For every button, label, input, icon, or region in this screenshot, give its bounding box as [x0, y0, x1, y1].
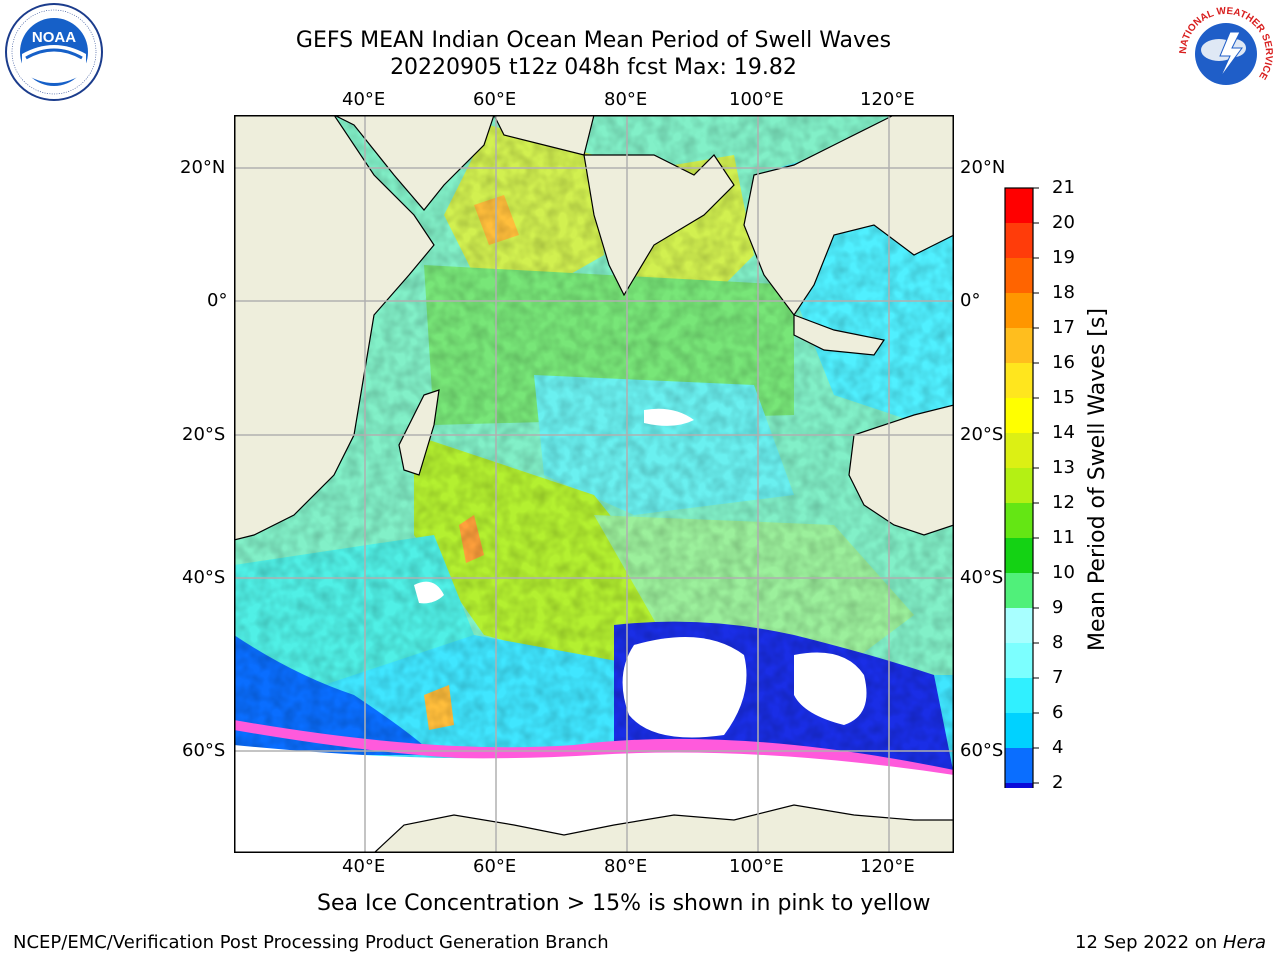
- nws-logo: NATIONAL WEATHER SERVICE: [1176, 4, 1276, 104]
- colorbar-tick-label: 14: [1052, 422, 1075, 443]
- colorbar-band: [1005, 258, 1033, 293]
- colorbar-tick-label: 16: [1052, 352, 1075, 373]
- lat-label-left-20n: 20°N: [180, 157, 226, 178]
- lon-label-bottom-120e: 120°E: [860, 856, 915, 877]
- colorbar-tick-label: 11: [1052, 527, 1075, 548]
- colorbar-tick-label: 20: [1052, 212, 1075, 233]
- colorbar: [995, 182, 1055, 848]
- land-africa: [234, 115, 435, 541]
- chart-title: GEFS MEAN Indian Ocean Mean Period of Sw…: [295, 28, 892, 53]
- colorbar-band: [1005, 573, 1033, 608]
- colorbar-band: [1005, 293, 1033, 328]
- colorbar-tick-labels: 21 20 19 18 17 16 15 14 13 12 11 10 9 8 7 6 4 2: [1052, 0, 1102, 960]
- colorbar-band: [1005, 363, 1033, 398]
- no-data-patch: [794, 652, 867, 725]
- colorbar-band: [1005, 783, 1033, 818]
- colorbar-svg: [1004, 187, 1039, 848]
- chart-subtitle: 20220905 t12z 048h fcst Max: 19.82: [390, 55, 797, 80]
- lon-label-top-120e: 120°E: [860, 89, 915, 110]
- footer-machine: Hera: [1222, 932, 1266, 953]
- colorbar-band: [1005, 748, 1033, 783]
- footer-right: 12 Sep 2022 on Hera: [1075, 932, 1266, 953]
- lat-label-right-60s: 60°S: [960, 740, 1004, 761]
- land-antarctica: [373, 804, 954, 853]
- colorbar-tick-label: 2: [1052, 772, 1064, 793]
- colorbar-tick-label: 7: [1052, 667, 1064, 688]
- lat-label-left-40s: 40°S: [182, 567, 226, 588]
- colorbar-band: [1005, 608, 1033, 643]
- map-panel: [234, 115, 954, 853]
- lon-label-top-80e: 80°E: [604, 89, 648, 110]
- graticule: [234, 115, 954, 853]
- land-australia: [848, 404, 954, 536]
- no-data-patch: [644, 408, 694, 426]
- colorbar-band: [1005, 713, 1033, 748]
- colorbar-band: [1005, 398, 1033, 433]
- colorbar-band: [1005, 678, 1033, 713]
- land-indonesia: [793, 314, 885, 356]
- colorbar-label: Mean Period of Swell Waves [s]: [1085, 308, 1110, 651]
- colorbar-tick-label: 15: [1052, 387, 1075, 408]
- colorbar-tick-label: 4: [1052, 737, 1064, 758]
- land-arabia: [333, 115, 495, 211]
- lat-label-left-0: 0°: [207, 290, 228, 311]
- colorbar-band: [1005, 328, 1033, 363]
- no-data-patch: [414, 581, 444, 604]
- land-iran-pakistan: [493, 115, 595, 156]
- colorbar-band: [1005, 503, 1033, 538]
- lat-label-right-20s: 20°S: [960, 424, 1004, 445]
- lon-label-top-100e: 100°E: [729, 89, 784, 110]
- lon-label-bottom-100e: 100°E: [729, 856, 784, 877]
- colorbar-tick-label: 12: [1052, 492, 1075, 513]
- sea-ice-caption: Sea Ice Concentration > 15% is shown in …: [317, 891, 931, 916]
- land-madagascar: [398, 389, 440, 476]
- colorbar-tick-label: 10: [1052, 562, 1075, 583]
- land-southeast-asia: [743, 115, 954, 317]
- lon-label-top-60e: 60°E: [473, 89, 517, 110]
- colorbar-tick-label: 19: [1052, 247, 1075, 268]
- lat-label-left-60s: 60°S: [182, 740, 226, 761]
- noaa-logo-text: NOAA: [32, 29, 76, 46]
- colorbar-tick-label: 18: [1052, 282, 1075, 303]
- colorbar-band: [1005, 643, 1033, 678]
- colorbar-tick-label: 17: [1052, 317, 1075, 338]
- lat-label-right-20n: 20°N: [960, 157, 1006, 178]
- lon-label-bottom-80e: 80°E: [604, 856, 648, 877]
- colorbar-band: [1005, 538, 1033, 573]
- lon-label-top-40e: 40°E: [342, 89, 386, 110]
- lon-label-bottom-40e: 40°E: [342, 856, 386, 877]
- colorbar-band: [1005, 188, 1033, 223]
- map-svg: [234, 115, 954, 853]
- colorbar-tick-label: 9: [1052, 597, 1064, 618]
- colorbar-tick-label: 13: [1052, 457, 1075, 478]
- footer-date: 12 Sep 2022 on: [1075, 932, 1223, 953]
- colorbar-band: [1005, 468, 1033, 503]
- colorbar-tick-label: 21: [1052, 177, 1075, 198]
- lon-label-bottom-60e: 60°E: [473, 856, 517, 877]
- no-data-patch: [622, 637, 747, 738]
- lat-label-left-20s: 20°S: [182, 424, 226, 445]
- region-texture: [234, 115, 954, 853]
- colorbar-tick-label: 8: [1052, 632, 1064, 653]
- footer-left: NCEP/EMC/Verification Post Processing Pr…: [13, 932, 609, 953]
- colorbar-band: [1005, 223, 1033, 258]
- lat-label-right-40s: 40°S: [960, 567, 1004, 588]
- colorbar-band: [1005, 433, 1033, 468]
- noaa-logo: NOAA: [4, 2, 104, 102]
- lat-label-right-0: 0°: [960, 290, 981, 311]
- sea-ice-band: [234, 720, 954, 780]
- colorbar-tick-label: 6: [1052, 702, 1064, 723]
